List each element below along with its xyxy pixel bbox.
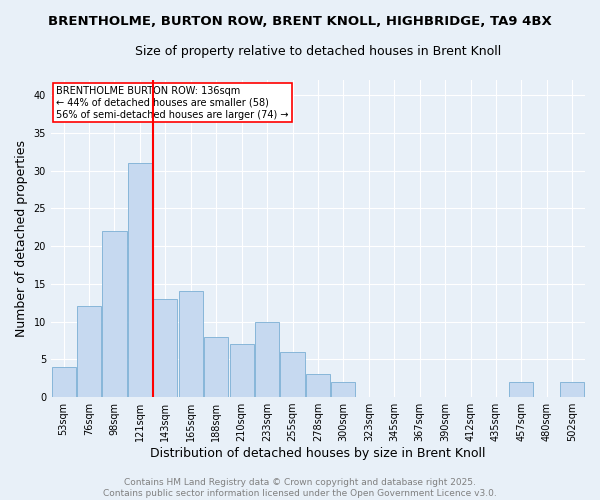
Bar	[77, 306, 101, 397]
Bar	[179, 292, 203, 397]
Bar	[103, 231, 127, 397]
Bar	[230, 344, 254, 397]
X-axis label: Distribution of detached houses by size in Brent Knoll: Distribution of detached houses by size …	[150, 447, 486, 460]
Text: BRENTHOLME BURTON ROW: 136sqm
← 44% of detached houses are smaller (58)
56% of s: BRENTHOLME BURTON ROW: 136sqm ← 44% of d…	[56, 86, 289, 120]
Bar	[306, 374, 330, 397]
Bar	[255, 322, 279, 397]
Bar	[204, 336, 229, 397]
Bar	[153, 299, 178, 397]
Bar	[280, 352, 305, 397]
Bar	[560, 382, 584, 397]
Y-axis label: Number of detached properties: Number of detached properties	[15, 140, 28, 337]
Text: Contains HM Land Registry data © Crown copyright and database right 2025.
Contai: Contains HM Land Registry data © Crown c…	[103, 478, 497, 498]
Bar	[128, 163, 152, 397]
Bar	[509, 382, 533, 397]
Text: BRENTHOLME, BURTON ROW, BRENT KNOLL, HIGHBRIDGE, TA9 4BX: BRENTHOLME, BURTON ROW, BRENT KNOLL, HIG…	[48, 15, 552, 28]
Bar	[52, 367, 76, 397]
Bar	[331, 382, 355, 397]
Title: Size of property relative to detached houses in Brent Knoll: Size of property relative to detached ho…	[135, 45, 501, 58]
